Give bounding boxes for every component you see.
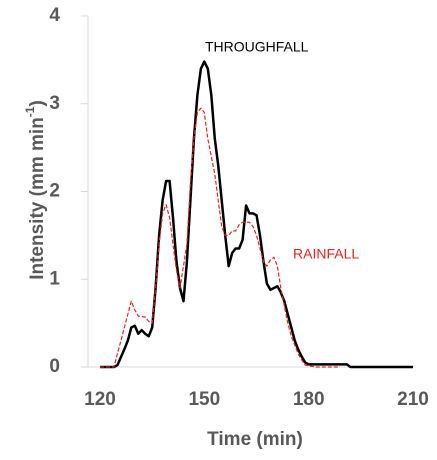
annotation: THROUGHFALL — [205, 39, 309, 55]
series-line — [100, 60, 413, 369]
y-axis-title: Intensity (mm min-1) — [23, 100, 48, 280]
y-title-main: Intensity (mm min — [27, 117, 48, 280]
y-tick-label: 3 — [49, 93, 60, 114]
x-tick-label: 210 — [397, 389, 429, 410]
y-tick-label: 1 — [49, 268, 60, 289]
y-tick-label: 0 — [49, 356, 60, 377]
x-axis-title: Time (min) — [207, 429, 303, 450]
y-title-end: ) — [27, 100, 48, 106]
y-tick-label: 4 — [49, 5, 60, 26]
x-tick-label: 180 — [293, 389, 325, 410]
x-tick-label: 120 — [84, 389, 116, 410]
y-tick-label: 2 — [49, 181, 60, 202]
series-line — [100, 107, 340, 368]
annotation: RAINFALL — [293, 246, 359, 262]
x-tick-label: 150 — [188, 389, 220, 410]
y-title-sup: -1 — [23, 106, 37, 117]
